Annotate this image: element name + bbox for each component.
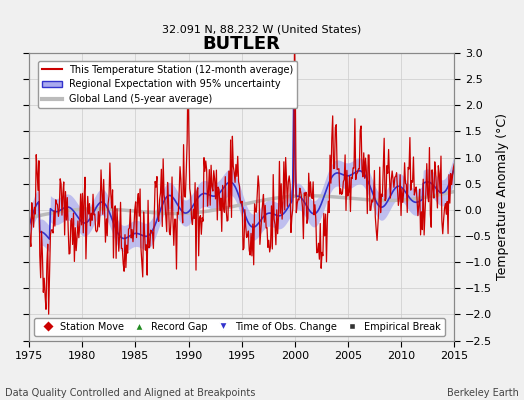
Title: BUTLER: BUTLER <box>203 35 281 53</box>
Y-axis label: Temperature Anomaly (°C): Temperature Anomaly (°C) <box>496 113 509 280</box>
Text: Data Quality Controlled and Aligned at Breakpoints: Data Quality Controlled and Aligned at B… <box>5 388 256 398</box>
Text: Berkeley Earth: Berkeley Earth <box>447 388 519 398</box>
Legend: Station Move, Record Gap, Time of Obs. Change, Empirical Break: Station Move, Record Gap, Time of Obs. C… <box>34 318 445 336</box>
Text: 32.091 N, 88.232 W (United States): 32.091 N, 88.232 W (United States) <box>162 24 362 34</box>
